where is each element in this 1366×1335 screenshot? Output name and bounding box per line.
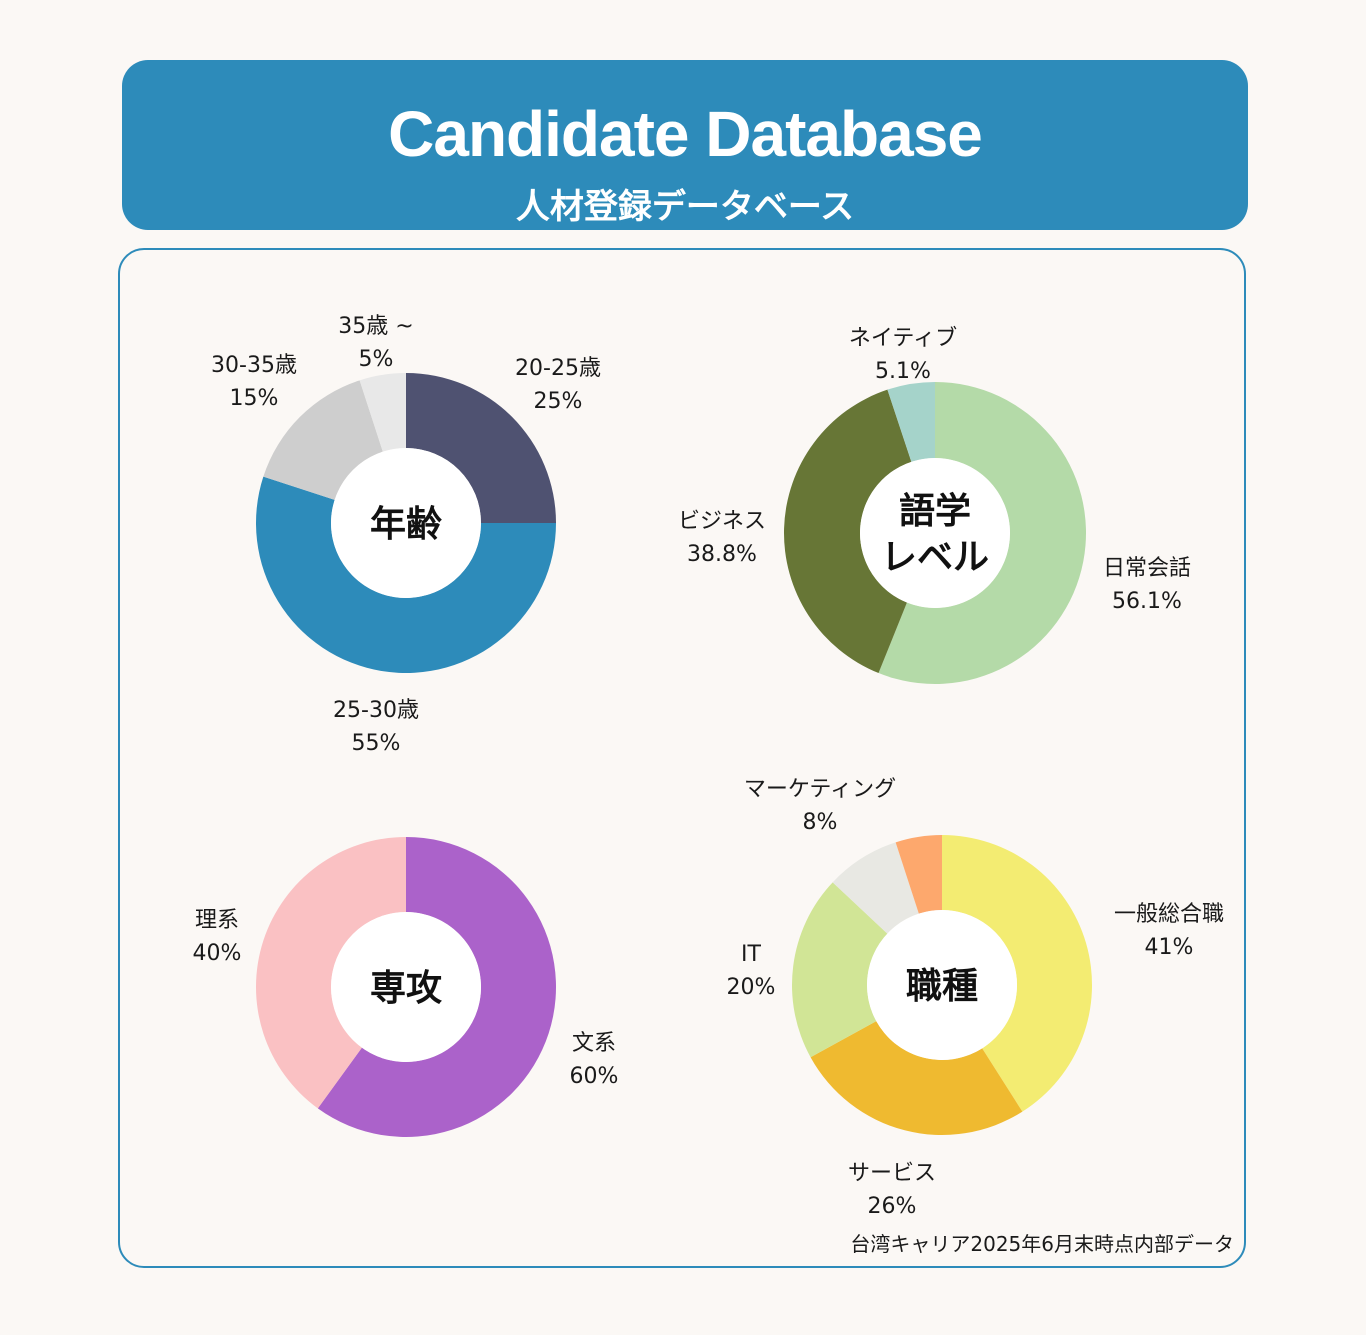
donut-hole-2: [860, 458, 1010, 608]
category-label: 文系: [572, 1031, 616, 1056]
value-label: 56.1%: [1112, 589, 1182, 614]
value-label: 26%: [868, 1194, 917, 1219]
category-label: サービス: [848, 1161, 936, 1186]
slice-2-2: [784, 389, 912, 674]
slice-4-5: [895, 835, 942, 914]
slice-3-1: [317, 837, 556, 1137]
slice-2-3: [887, 382, 935, 462]
slice-2-1: [878, 382, 1087, 684]
slice-3-2: [255, 837, 406, 1109]
donut-hole-1: [331, 448, 481, 598]
center-title-2: 語学: [899, 490, 971, 532]
slice-1-4: [359, 373, 406, 452]
value-label: 40%: [193, 941, 242, 966]
category-label: 35歳 ~: [338, 314, 413, 339]
footnote: 台湾キャリア2025年6月末時点内部データ: [850, 1232, 1234, 1256]
center-title-2: レベル: [881, 537, 989, 578]
value-label: 5%: [359, 347, 394, 372]
slice-1-1: [406, 373, 556, 523]
value-label: 15%: [230, 386, 279, 411]
slice-4-4: [832, 842, 919, 934]
category-label: 25-30歳: [333, 698, 419, 723]
value-label: 60%: [570, 1064, 619, 1089]
donut-hole-4: [867, 910, 1017, 1060]
category-label: 理系: [195, 908, 239, 933]
value-label: 38.8%: [687, 542, 757, 567]
page-subtitle: 人材登録データベース: [515, 187, 855, 227]
category-label: IT: [741, 942, 761, 967]
slice-1-2: [256, 476, 556, 673]
category-label: 20-25歳: [515, 356, 601, 381]
value-label: 20%: [727, 975, 776, 1000]
category-label: 一般総合職: [1114, 902, 1224, 927]
center-title-3: 専攻: [370, 968, 442, 1009]
category-label: マーケティング: [744, 777, 896, 802]
header-banner: Candidate Database 人材登録データベース: [122, 60, 1248, 230]
slice-4-2: [810, 1021, 1023, 1135]
value-label: 41%: [1145, 935, 1194, 960]
value-label: 25%: [534, 389, 583, 414]
category-label: 日常会話: [1103, 556, 1191, 581]
slice-4-1: [942, 835, 1092, 1112]
center-title-1: 年齢: [370, 504, 442, 545]
value-label: 8%: [803, 810, 838, 835]
category-label: ビジネス: [678, 509, 766, 534]
donut-chart-4: 職種 一般総合職 41% サービス 26% IT 20% マーケティング 8%: [727, 777, 1224, 1219]
donut-chart-1: 年齢 20-25歳 25% 25-30歳 55% 30-35歳 15% 35歳 ~ 5%: [211, 314, 601, 756]
donut-hole-3: [331, 912, 481, 1062]
category-label: 30-35歳: [211, 353, 297, 378]
slice-1-3: [263, 380, 383, 500]
page-title: Candidate Database: [388, 98, 983, 170]
slice-4-3: [791, 882, 888, 1058]
value-label: 5.1%: [875, 359, 931, 384]
value-label: 55%: [352, 731, 401, 756]
category-label: ネイティブ: [849, 326, 957, 351]
center-title-4: 職種: [906, 966, 978, 1007]
